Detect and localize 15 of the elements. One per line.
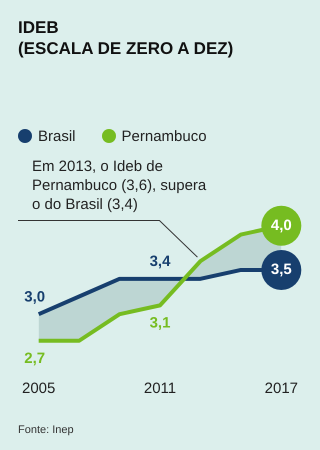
text: Em 2013, o Ideb de Pernambuco (3,6), supera o do Brasil (3,4) [32, 157, 208, 214]
x-tick-label: 2017 [264, 380, 298, 398]
source-note: Fonte: Inep [18, 424, 74, 436]
legend-label: Brasil [37, 128, 76, 145]
data-label: 3,1 [150, 314, 170, 332]
chart-subtitle: (ESCALA DE ZERO A DEZ) [18, 38, 234, 59]
x-tick-label: 2005 [22, 380, 56, 398]
data-label: 4,0 [270, 216, 292, 234]
chart-title: IDEB [18, 17, 60, 38]
data-label: 3,0 [24, 288, 46, 306]
data-label: 3,5 [270, 261, 292, 278]
data-label: 2,7 [24, 350, 46, 367]
data-label: 3,4 [150, 252, 172, 270]
legend-label: Pernambuco [120, 128, 207, 145]
x-tick-label: 2011 [144, 380, 176, 398]
